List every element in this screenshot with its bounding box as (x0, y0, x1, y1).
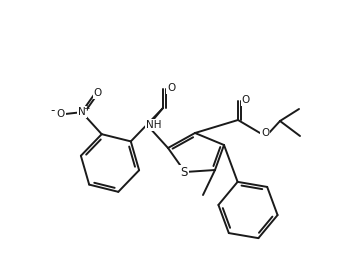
Text: NH: NH (146, 120, 162, 130)
Text: N: N (78, 107, 85, 117)
Text: O: O (242, 95, 250, 105)
Text: +: + (84, 104, 90, 113)
Text: O: O (56, 109, 65, 119)
Text: O: O (94, 88, 102, 98)
Text: O: O (167, 83, 175, 93)
Text: -: - (50, 104, 55, 117)
Text: O: O (261, 128, 269, 138)
Text: S: S (180, 166, 188, 180)
